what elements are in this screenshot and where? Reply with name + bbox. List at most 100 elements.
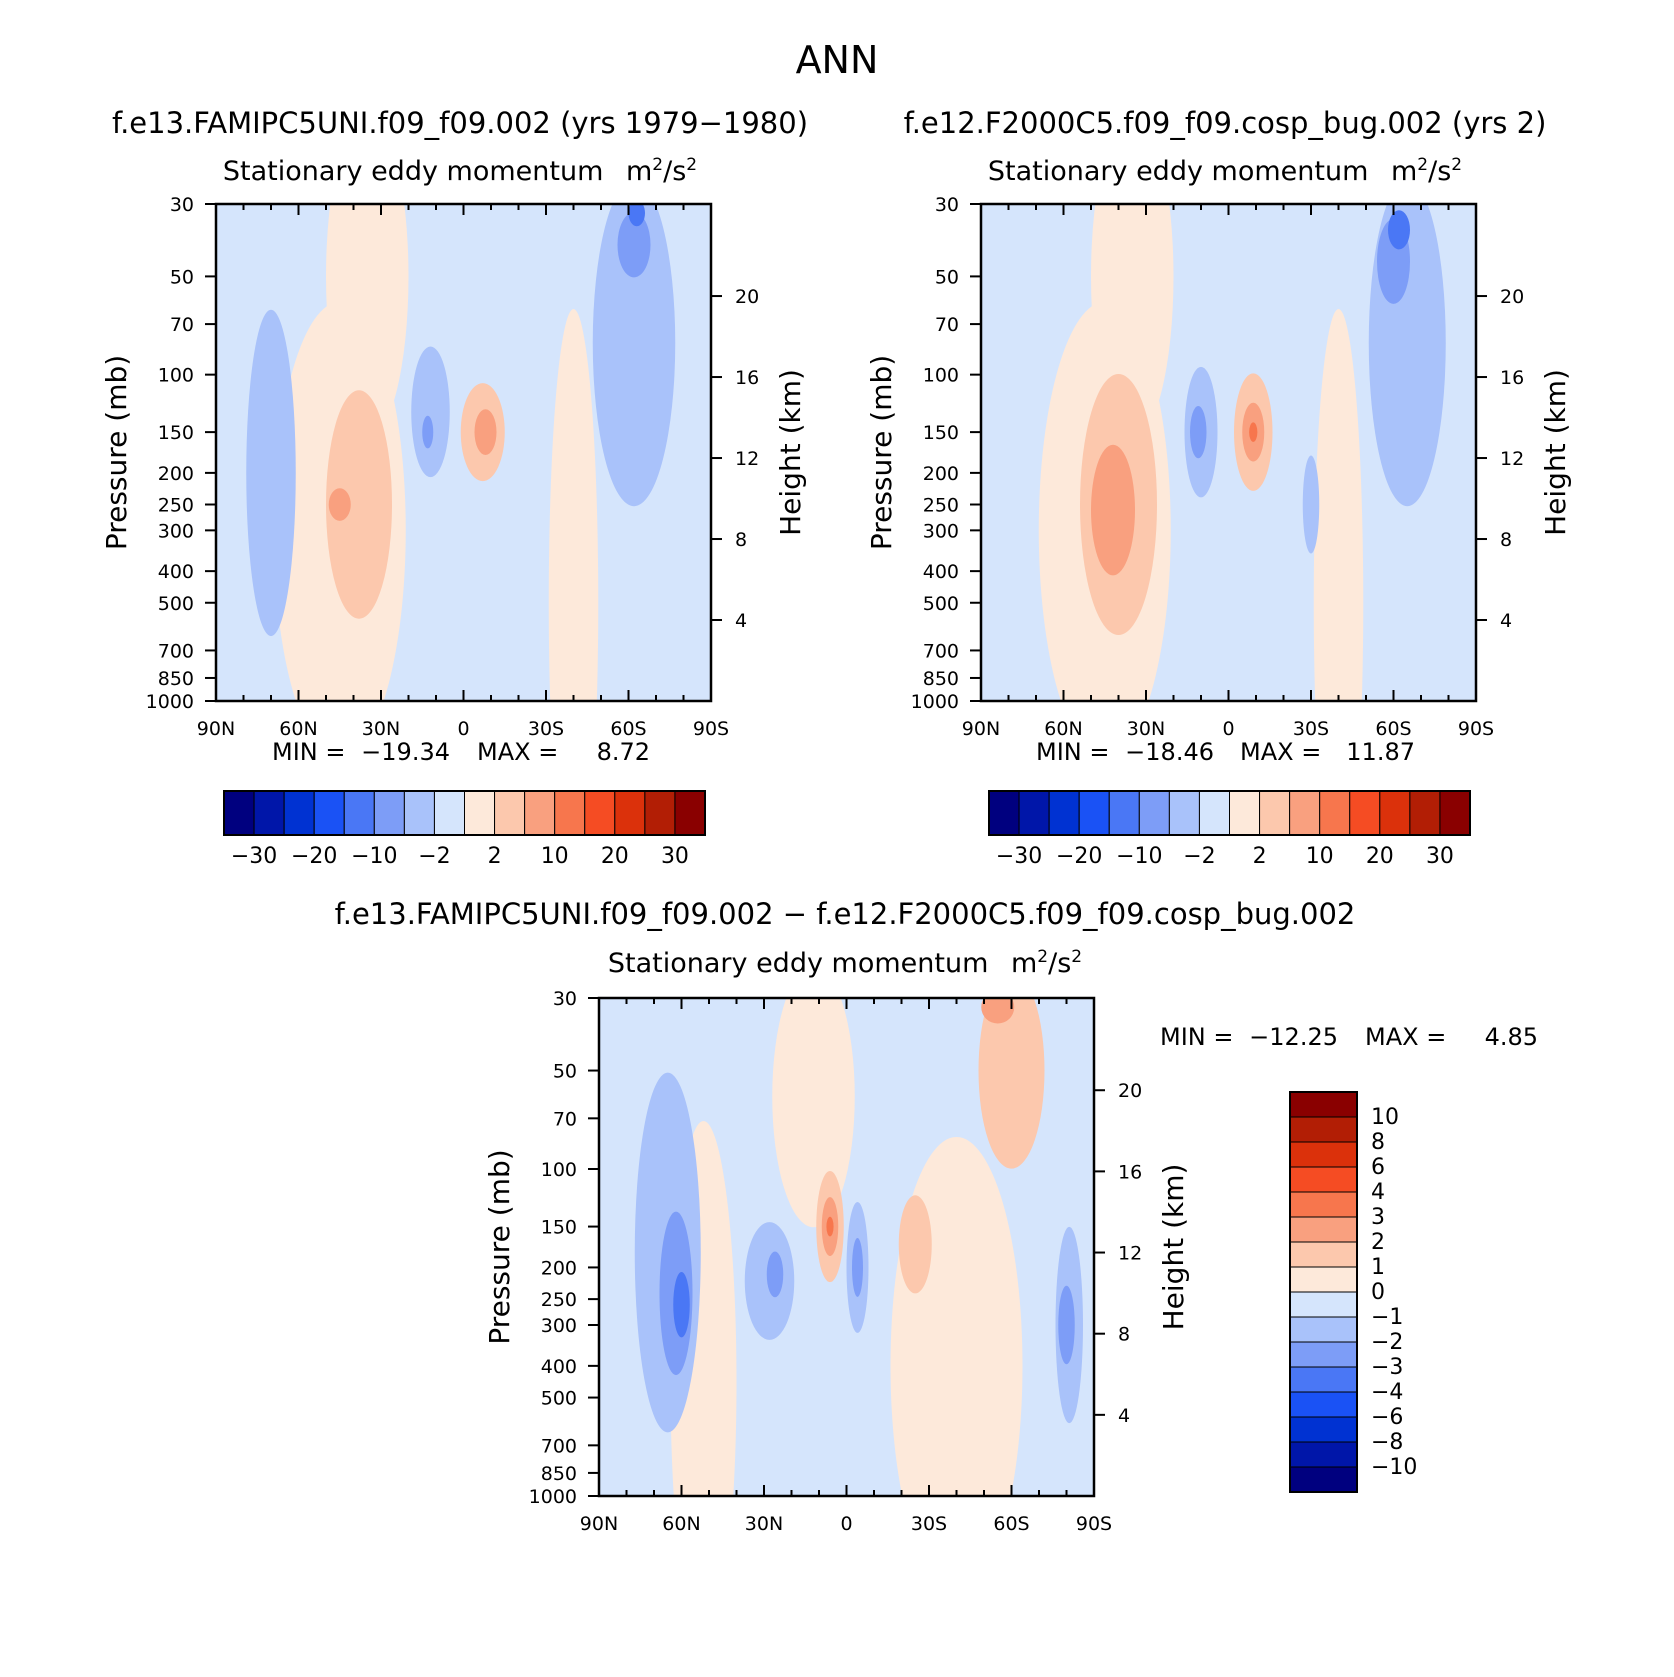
- contour-positive-level-3: [981, 998, 1015, 1024]
- y-tick-label: 400: [158, 561, 194, 583]
- y-tick-label: 1000: [911, 691, 959, 713]
- max-value-left: 8.72: [597, 738, 650, 766]
- max-label-diff: MAX =: [1365, 1023, 1446, 1051]
- colorbar-label: −2: [418, 844, 450, 869]
- y-tick-label: 700: [923, 640, 959, 662]
- contour-positive-level-2: [898, 1195, 932, 1294]
- y-tick-label: 70: [170, 314, 194, 336]
- colorbar-swatch: [1289, 1241, 1358, 1268]
- colorbar-label: −20: [291, 844, 337, 869]
- colorbar-swatch: [1198, 790, 1230, 836]
- y-tick-label: 150: [541, 1217, 577, 1239]
- contour-negative-level-3: [766, 1251, 784, 1298]
- y-right-tick-label: 4: [735, 610, 747, 632]
- y-tick-label: 200: [541, 1257, 577, 1279]
- contour-positive-level-3: [328, 488, 351, 521]
- y-tick-label: 70: [935, 314, 959, 336]
- y-tick-label: 30: [170, 194, 194, 216]
- colorbar-label: 20: [601, 844, 629, 869]
- colorbar-right: −30 −20 −10 −2 2 10 20 30: [988, 790, 1471, 869]
- contour-negative-level-3: [852, 1237, 863, 1297]
- contour-positive-level-1: [326, 204, 409, 440]
- y-right-axis-title: Height (km): [1539, 369, 1572, 536]
- colorbar-label: 8: [1371, 1130, 1385, 1155]
- contour-positive-level-1: [1313, 309, 1364, 701]
- y-tick-label: 100: [541, 1159, 577, 1181]
- x-tick-label: 90S: [1076, 1513, 1112, 1535]
- y-tick-label: 500: [541, 1388, 577, 1410]
- colorbar-swatch: [1289, 1441, 1358, 1468]
- y-right-axis-title: Height (km): [774, 369, 807, 536]
- y-right-tick-label: 12: [1118, 1243, 1142, 1265]
- panel-difference: f.e13.FAMIPC5UNI.f09_f09.002 − f.e12.F20…: [335, 897, 1538, 1535]
- contour-fill: [216, 204, 711, 701]
- x-tick-label: 90S: [693, 718, 729, 740]
- x-tick-label: 90N: [962, 718, 1000, 740]
- colorbar-swatch: [554, 790, 586, 836]
- colorbar-frame: [1289, 1091, 1358, 1493]
- colorbar-swatch: [283, 790, 315, 836]
- colorbar-label: −4: [1371, 1380, 1403, 1405]
- colorbar-swatch: [644, 790, 676, 836]
- x-tick-label: 90N: [197, 718, 235, 740]
- contour-negative-level-4: [673, 1271, 690, 1338]
- x-tick-label: 30S: [528, 718, 564, 740]
- y-right-axis-title: Height (km): [1157, 1164, 1190, 1331]
- colorbar-swatch: [464, 790, 496, 836]
- x-tick-label: 30N: [362, 718, 400, 740]
- colorbar-swatch: [1439, 790, 1471, 836]
- y-right-tick-label: 16: [735, 367, 759, 389]
- contour-plot-left: 90N 60N 30N 0 30S 60S 90S 30 50 70 100 150 200 250 300…: [100, 194, 807, 740]
- colorbar-left: −30 −20 −10 −2 2 10 20 30: [223, 790, 706, 869]
- y-right-tick-label: 16: [1118, 1161, 1142, 1183]
- contour-positive-level-1: [548, 309, 599, 701]
- min-value-diff: −12.25: [1249, 1023, 1338, 1051]
- colorbar-swatch: [1289, 1366, 1358, 1393]
- variable-title-left: Stationary eddy momentum m2/s2: [223, 155, 697, 187]
- x-tick-label: 30S: [911, 1513, 947, 1535]
- contour-negative-level-3: [1058, 1285, 1075, 1365]
- colorbar-swatch: [253, 790, 285, 836]
- colorbar-label: 20: [1366, 844, 1394, 869]
- colorbar-label: −2: [1183, 844, 1215, 869]
- colorbar-label: −10: [1371, 1455, 1417, 1480]
- variable-name-left: Stationary eddy momentum: [223, 156, 604, 187]
- y-right-tick-label: 20: [1118, 1080, 1142, 1102]
- y-tick-label: 700: [158, 640, 194, 662]
- colorbar-swatch: [584, 790, 616, 836]
- colorbar-swatch: [223, 790, 255, 836]
- x-tick-label: 30S: [1293, 718, 1329, 740]
- y-tick-label: 50: [553, 1061, 577, 1083]
- y-right-tick-label: 16: [1500, 367, 1524, 389]
- contour-negative-level-2: [592, 204, 676, 507]
- colorbar-label: 4: [1371, 1180, 1385, 1205]
- contour-negative-level-2: [411, 346, 450, 478]
- y-tick-label: 1000: [146, 691, 194, 713]
- colorbar-label: −3: [1371, 1355, 1403, 1380]
- panel-right: f.e12.F2000C5.f09_f09.cosp_bug.002 (yrs …: [865, 106, 1572, 869]
- colorbar-swatch: [1138, 790, 1170, 836]
- panel-left: f.e13.FAMIPC5UNI.f09_f09.002 (yrs 1979−1…: [100, 106, 808, 869]
- x-tick-label: 60S: [1375, 718, 1411, 740]
- colorbar-label: −10: [351, 844, 397, 869]
- contour-negative-level-4: [1388, 210, 1410, 250]
- y-axis-title: Pressure (mb): [100, 355, 133, 550]
- colorbar-label: 3: [1371, 1205, 1385, 1230]
- y-tick-label: 1000: [529, 1486, 577, 1508]
- colorbar-swatch: [1289, 1141, 1358, 1168]
- contour-positive-level-4: [826, 1216, 834, 1237]
- x-tick-label: 0: [840, 1513, 852, 1535]
- colorbar-swatch: [1289, 1091, 1358, 1118]
- x-tick-label: 30N: [1127, 718, 1165, 740]
- contour-plot-difference: 90N 60N 30N 0 30S 60S 90S 30 50 70 100 150 200 250 300…: [483, 988, 1190, 1535]
- min-label-right: MIN =: [1036, 738, 1109, 766]
- colorbar-label: −8: [1371, 1430, 1403, 1455]
- y-right-tick-label: 12: [1500, 448, 1524, 470]
- colorbar-label: −30: [996, 844, 1042, 869]
- y-tick-label: 300: [158, 520, 194, 542]
- colorbar-swatch: [1289, 1341, 1358, 1368]
- y-tick-label: 30: [935, 194, 959, 216]
- y-tick-label: 200: [923, 463, 959, 485]
